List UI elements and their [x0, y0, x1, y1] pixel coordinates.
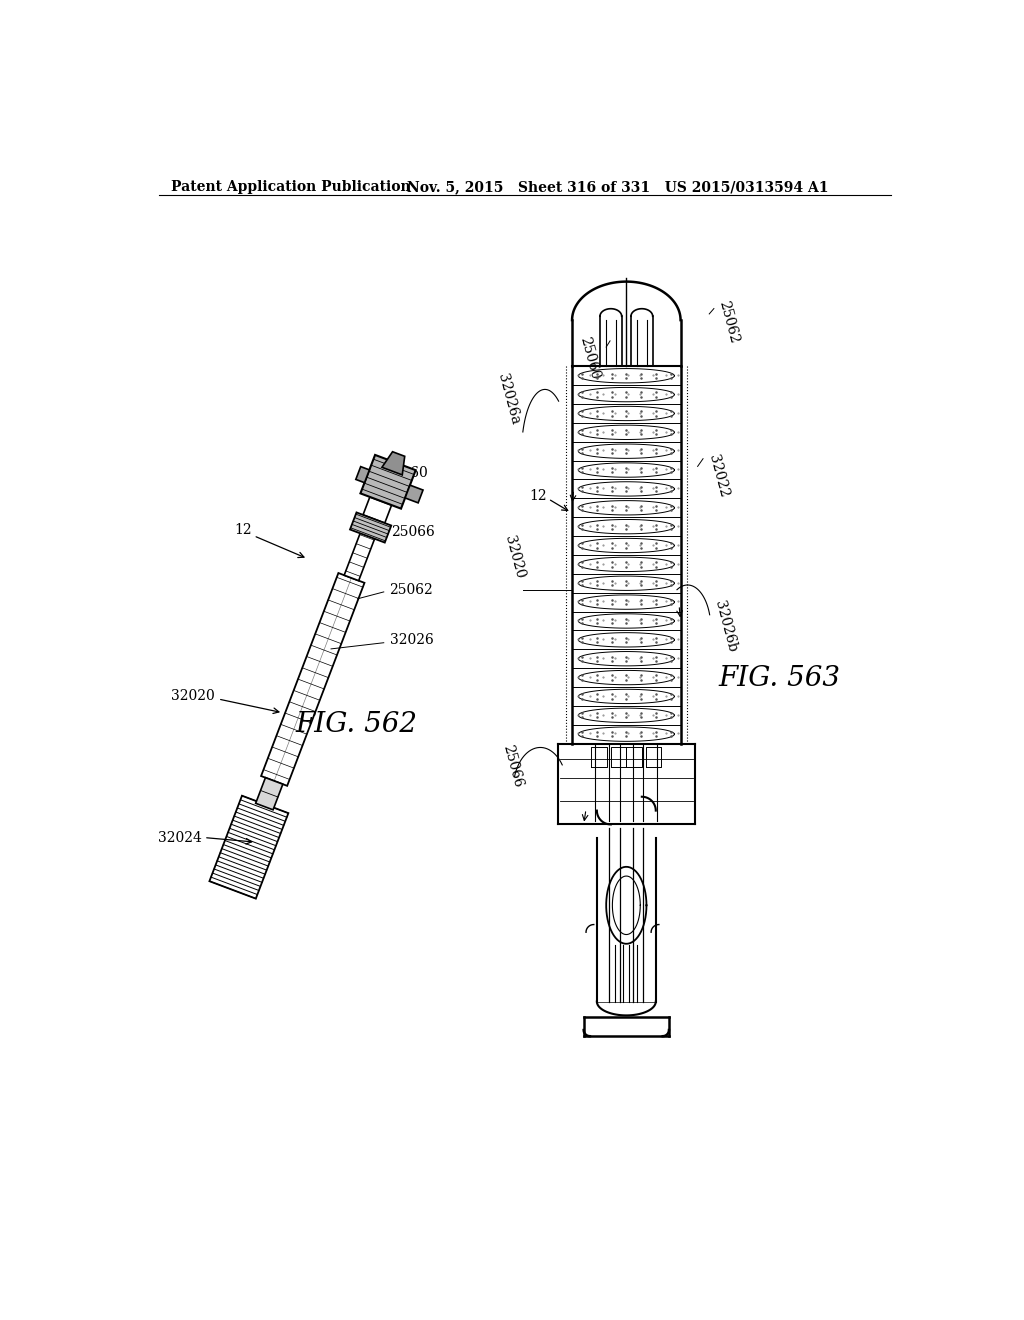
- Polygon shape: [355, 466, 370, 483]
- Text: FIG. 562: FIG. 562: [296, 711, 418, 738]
- Text: 25060: 25060: [384, 466, 427, 479]
- Text: Nov. 5, 2015   Sheet 316 of 331   US 2015/0313594 A1: Nov. 5, 2015 Sheet 316 of 331 US 2015/03…: [407, 180, 828, 194]
- Polygon shape: [382, 451, 404, 475]
- Text: 25062: 25062: [717, 300, 741, 345]
- Text: 25066: 25066: [501, 743, 525, 789]
- Text: 25060: 25060: [577, 335, 602, 381]
- Polygon shape: [344, 531, 376, 581]
- Polygon shape: [256, 777, 283, 810]
- Polygon shape: [360, 455, 416, 508]
- Text: 32024: 32024: [158, 830, 202, 845]
- Text: 32022: 32022: [707, 453, 731, 499]
- Text: Patent Application Publication: Patent Application Publication: [171, 180, 411, 194]
- Text: 32026b: 32026b: [712, 599, 739, 653]
- Polygon shape: [364, 496, 391, 523]
- Text: FIG. 563: FIG. 563: [718, 665, 840, 692]
- Text: 25062: 25062: [389, 582, 433, 597]
- Text: 12: 12: [528, 488, 547, 503]
- Polygon shape: [210, 796, 289, 899]
- Text: 32020: 32020: [171, 689, 215, 702]
- Polygon shape: [261, 573, 365, 785]
- Polygon shape: [406, 486, 423, 503]
- Text: 32026: 32026: [390, 634, 434, 647]
- Text: 25066: 25066: [391, 525, 435, 539]
- Text: 32026a: 32026a: [496, 372, 522, 426]
- Polygon shape: [350, 512, 391, 543]
- Text: 12: 12: [233, 523, 252, 536]
- Text: 32020: 32020: [502, 535, 527, 579]
